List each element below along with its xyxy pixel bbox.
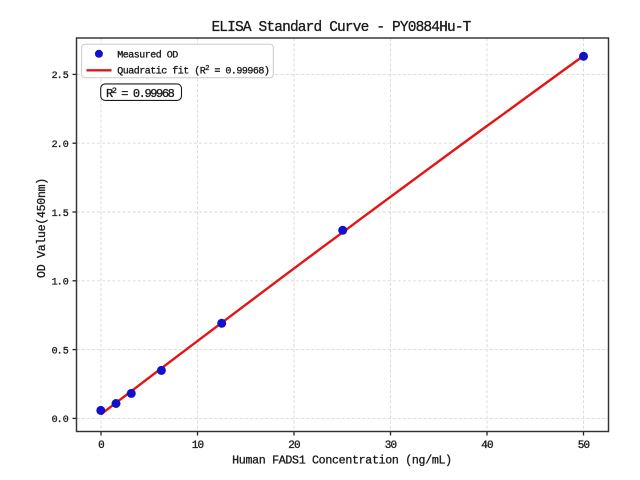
svg-text:10: 10: [192, 440, 204, 452]
svg-text:30: 30: [385, 440, 397, 452]
svg-text:0.0: 0.0: [52, 415, 69, 426]
svg-text:0.5: 0.5: [52, 346, 69, 357]
svg-text:50: 50: [578, 440, 590, 452]
svg-text:R2 = 0.99968: R2 = 0.99968: [106, 86, 175, 101]
svg-text:2.0: 2.0: [52, 140, 69, 151]
svg-text:20: 20: [288, 440, 300, 452]
svg-text:Quadratic fit (R2 = 0.99968): Quadratic fit (R2 = 0.99968): [117, 65, 269, 78]
svg-text:Measured OD: Measured OD: [117, 49, 178, 61]
svg-text:2.5: 2.5: [52, 71, 69, 82]
svg-text:1.5: 1.5: [52, 209, 69, 220]
svg-text:40: 40: [481, 440, 493, 452]
svg-text:0: 0: [98, 440, 104, 452]
svg-text:Human FADS1 Concentration (ng/: Human FADS1 Concentration (ng/mL): [232, 455, 452, 468]
svg-text:OD Value(450nm): OD Value(450nm): [36, 178, 49, 278]
svg-text:1.0: 1.0: [52, 278, 69, 289]
svg-text:ELISA Standard Curve - PY0884H: ELISA Standard Curve - PY0884Hu-T: [211, 20, 471, 36]
